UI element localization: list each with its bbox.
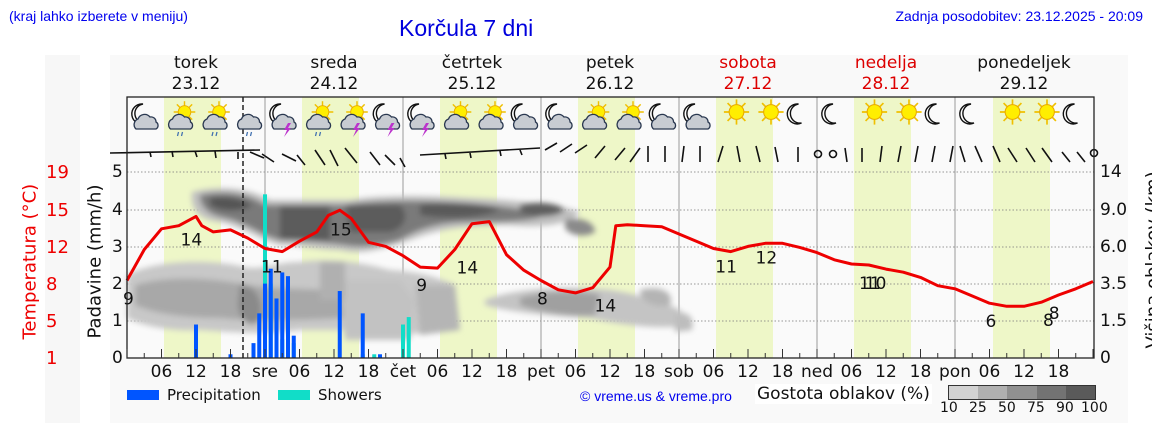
day-header: sreda 24.12 [309, 53, 359, 94]
svg-text:12: 12 [185, 362, 207, 382]
colorbar-tick: 90 [1056, 400, 1074, 416]
cloud-height-tick: 1.5 [1100, 311, 1128, 331]
colorbar-tick: 50 [998, 400, 1016, 416]
precip-tick: 2 [112, 274, 123, 294]
day-header-weekend: nedelja 28.12 [854, 53, 918, 94]
temp-tick: 15 [46, 200, 69, 221]
cloud-density-colorbar [948, 385, 1096, 400]
precipitation-bars [194, 194, 411, 358]
svg-text:8: 8 [1043, 311, 1054, 331]
svg-text:11: 11 [859, 274, 881, 294]
x-axis-ticks [126, 349, 1094, 358]
svg-text:18: 18 [220, 362, 242, 382]
svg-text:12: 12 [756, 248, 778, 268]
svg-text:8: 8 [1049, 304, 1060, 324]
svg-text:18: 18 [910, 362, 932, 382]
svg-text:ned: ned [801, 362, 833, 382]
x-axis-labels: 06 12 18 sre 06 12 18 čet 06 12 18 pet 06 12 18 sob 06 12… [151, 362, 1070, 382]
colorbar-tick: 25 [969, 400, 987, 416]
svg-text:8: 8 [537, 290, 548, 310]
day-header-weekend: sobota 27.12 [719, 53, 777, 94]
svg-text:18: 18 [1048, 362, 1070, 382]
temp-tick: 19 [46, 162, 69, 183]
precip-tick: 5 [112, 162, 123, 182]
colorbar-tick: 100 [1081, 400, 1108, 416]
temp-axis-panel [45, 55, 80, 423]
svg-text:18: 18 [772, 362, 794, 382]
svg-text:06: 06 [703, 362, 725, 382]
svg-text:12: 12 [323, 362, 345, 382]
temp-tick: 1 [46, 348, 58, 369]
svg-text:12: 12 [875, 362, 897, 382]
svg-text:pet: pet [527, 362, 555, 382]
svg-text:11: 11 [261, 257, 283, 277]
svg-text:06: 06 [289, 362, 311, 382]
copyright-link[interactable]: © vreme.us & vreme.pro [580, 388, 732, 404]
cloud-height-tick: 9.0 [1100, 200, 1128, 220]
wind-barbs-row [109, 142, 1099, 168]
svg-text:18: 18 [358, 362, 380, 382]
precip-tick: 0 [112, 348, 123, 368]
page-title: Korčula 7 dni [399, 15, 534, 41]
cloud-height-tick: 3.5 [1100, 274, 1128, 294]
svg-text:6: 6 [986, 312, 997, 332]
svg-text:15: 15 [330, 220, 352, 240]
cloud-height-tick: 0 [1100, 348, 1111, 368]
cloud-height-tick: 6.0 [1100, 237, 1128, 257]
svg-text:11: 11 [715, 257, 737, 277]
cloud-density-label: Gostota oblakov (%) [755, 384, 932, 404]
showers-legend-swatch [278, 390, 310, 400]
day-header: ponedeljek 29.12 [977, 53, 1071, 94]
svg-text:14: 14 [181, 231, 203, 251]
svg-text:sob: sob [664, 362, 694, 382]
svg-text:06: 06 [979, 362, 1001, 382]
colorbar-tick: 10 [940, 400, 958, 416]
svg-text:18: 18 [496, 362, 518, 382]
svg-text:06: 06 [841, 362, 863, 382]
precipitation-legend-label: Precipitation [167, 386, 261, 404]
last-update-text: Zadnja posodobitev: 23.12.2025 - 20:09 [895, 8, 1143, 24]
temp-tick: 5 [46, 311, 58, 332]
precipitation-legend-swatch [127, 390, 159, 400]
showers-legend-label: Showers [318, 386, 382, 404]
svg-text:14: 14 [595, 297, 617, 317]
cloud-density-map [127, 188, 693, 340]
svg-text:18: 18 [634, 362, 656, 382]
day-header: torek 23.12 [171, 53, 221, 94]
svg-text:12: 12 [461, 362, 483, 382]
svg-text:06: 06 [427, 362, 449, 382]
svg-text:12: 12 [737, 362, 759, 382]
cloud-height-tick: 14 [1100, 162, 1122, 182]
colorbar-tick: 75 [1027, 400, 1045, 416]
svg-text:9: 9 [416, 276, 427, 296]
temp-tick: 8 [46, 274, 58, 295]
svg-text:sre: sre [252, 362, 278, 382]
svg-text:06: 06 [151, 362, 173, 382]
svg-text:12: 12 [1013, 362, 1035, 382]
location-menu-hint[interactable]: (kraj lahko izberete v meniju) [9, 8, 188, 24]
precip-tick: 3 [112, 237, 123, 257]
day-header: četrtek 25.12 [441, 53, 503, 94]
temp-tick: 12 [46, 237, 69, 258]
day-header: petek 26.12 [585, 53, 635, 94]
svg-text:čet: čet [390, 362, 417, 382]
svg-text:10: 10 [865, 274, 887, 294]
precip-tick: 4 [112, 200, 123, 220]
svg-text:pon: pon [939, 362, 971, 382]
svg-text:12: 12 [599, 362, 621, 382]
svg-text:14: 14 [457, 259, 479, 279]
temperature-line [125, 208, 1094, 308]
svg-text:06: 06 [565, 362, 587, 382]
precip-tick: 1 [112, 311, 123, 331]
svg-text:9: 9 [123, 290, 134, 310]
